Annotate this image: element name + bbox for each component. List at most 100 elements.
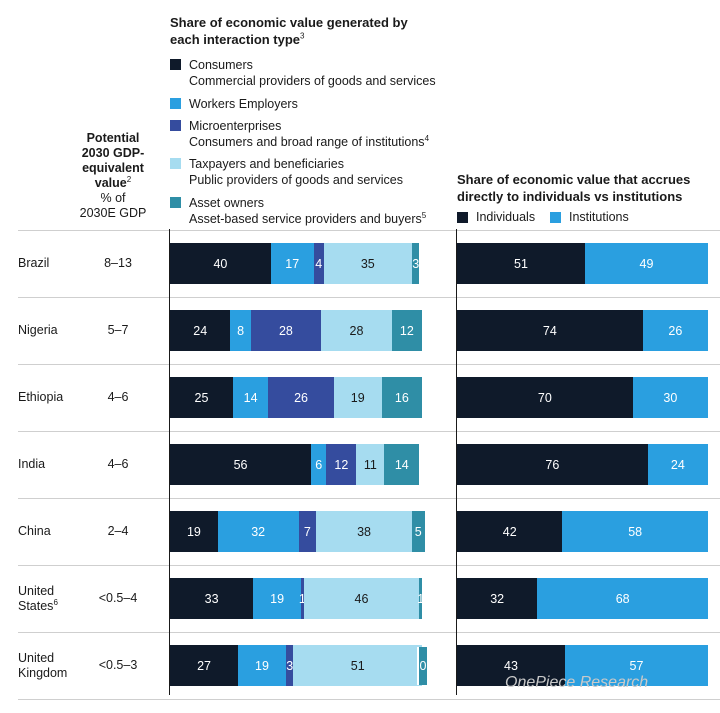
bar-value-label: 46 — [354, 591, 369, 606]
bar-segment-asset: 1 — [417, 578, 425, 619]
share-value-label: 76 — [545, 457, 560, 472]
individuals-swatch — [457, 211, 468, 223]
legend-item-asset: Asset owners Asset-based service provider… — [170, 195, 426, 227]
country-label: China — [18, 523, 51, 538]
bar-value-label: 1 — [417, 591, 425, 606]
bar-segment-workers: 19 — [253, 578, 302, 619]
gdp-header-line4: value2 — [60, 174, 166, 191]
right-legend-individuals: Individuals — [457, 210, 535, 224]
bar-segment-taxpayers: 35 — [323, 243, 412, 284]
share-value-label: 24 — [670, 457, 685, 472]
bar-value-label: 33 — [204, 591, 219, 606]
bar-value-label: 27 — [197, 658, 211, 673]
legend-swatch-micro — [170, 120, 181, 131]
gdp-range-value: 4–6 — [107, 389, 129, 404]
watermark-text: OnePiece Research — [505, 674, 649, 691]
bar-value-label: 6 — [315, 457, 323, 472]
left-title-line2-text: each interaction type — [170, 32, 301, 47]
bar-value-label: 32 — [251, 524, 266, 539]
bar-value-label: 3 — [286, 658, 294, 673]
legend-swatch-consumers — [170, 59, 181, 70]
share-value-label: 70 — [537, 390, 552, 405]
row-separator — [18, 565, 720, 566]
country-label-line1: United — [18, 583, 55, 598]
bar-segment-workers: 6 — [311, 444, 327, 485]
gdp-range-value: 2–4 — [107, 523, 129, 538]
gdp-header-line1: Potential — [86, 131, 140, 145]
share-segment-institutions: 30 — [632, 377, 708, 418]
gdp-header-line6: 2030E GDP — [79, 206, 147, 220]
bar-segment-workers: 32 — [217, 511, 299, 552]
legend-sublabel-micro: Consumers and broad range of institution… — [189, 134, 429, 150]
share-segment-institutions: 68 — [537, 578, 708, 619]
institutions-label: Institutions — [569, 210, 629, 224]
bar-segment-consumers: 25 — [170, 377, 233, 418]
share-segment-individuals: 32 — [457, 578, 538, 619]
bar-value-label: 19 — [270, 591, 285, 606]
bar-segment-consumers: 27 — [170, 645, 239, 686]
bar-segment-micro: 4 — [313, 243, 324, 284]
bar-value-label: 25 — [194, 390, 209, 405]
bar-value-label: 3 — [412, 256, 420, 271]
bar-value-label: 1 — [298, 591, 306, 606]
bar-value-label: 17 — [285, 256, 300, 271]
legend-text-taxpayers: Taxpayers and beneficiaries Public provid… — [189, 156, 403, 188]
legend-sublabel-asset: Asset-based service providers and buyers… — [189, 211, 426, 227]
bar-value-label: 4 — [315, 256, 323, 271]
share-value-label: 51 — [514, 256, 528, 271]
bar-value-label: 8 — [237, 323, 245, 338]
right-title-line1: Share of economic value that accrues — [457, 172, 691, 187]
country-label: United Kingdom — [18, 651, 67, 681]
bar-value-label: 40 — [213, 256, 228, 271]
bar-value-label: 28 — [349, 323, 364, 338]
bar-segment-workers: 8 — [230, 310, 251, 351]
legend-label-micro: Microenterprises — [189, 119, 282, 133]
bar-value-label: 0 — [416, 646, 428, 685]
bar-value-label: 35 — [360, 256, 375, 271]
bar-segment-micro: 1 — [298, 578, 306, 619]
bar-segment-micro: 7 — [298, 511, 317, 552]
row-separator — [18, 699, 720, 700]
bar-segment-asset: 3 — [411, 243, 420, 284]
row-separator — [18, 364, 720, 365]
left-chart-axis — [169, 229, 170, 695]
bar-value-label: 5 — [414, 524, 422, 539]
row-separator — [18, 498, 720, 499]
bar-value-label: 19 — [186, 524, 201, 539]
bar-value-label: 16 — [394, 390, 409, 405]
bar-segment-micro: 12 — [326, 444, 357, 485]
right-chart-title: Share of economic value that accrues dir… — [457, 171, 690, 205]
legend-text-consumers: Consumers Commercial providers of goods a… — [189, 57, 436, 89]
row-separator — [18, 632, 720, 633]
country-label-line2: Kingdom — [18, 665, 68, 680]
bar-segment-consumers: 24 — [170, 310, 231, 351]
bar-value-label: 19 — [350, 390, 365, 405]
share-segment-individuals: 74 — [457, 310, 643, 351]
country-label-line2: States6 — [18, 597, 58, 613]
bar-segment-workers: 17 — [270, 243, 314, 284]
share-value-label: 49 — [639, 256, 654, 271]
gdp-header-footnote: 2 — [126, 174, 132, 184]
bar-segment-workers: 19 — [238, 645, 286, 686]
gdp-range-value: 4–6 — [107, 456, 129, 471]
gdp-header-line3: equivalent — [82, 161, 144, 175]
bar-segment-taxpayers: 51 — [293, 645, 422, 686]
country-label: Nigeria — [18, 322, 58, 337]
share-value-label: 74 — [542, 323, 557, 338]
bar-segment-taxpayers: 28 — [321, 310, 392, 351]
bar-value-label: 11 — [363, 457, 377, 472]
bar-segment-micro: 28 — [250, 310, 322, 351]
bar-value-label: 14 — [394, 457, 409, 472]
share-value-label: 26 — [668, 323, 683, 338]
legend-text-micro: Microenterprises Consumers and broad rang… — [189, 118, 429, 150]
bar-value-label: 19 — [255, 658, 269, 673]
left-title-line2: each interaction type3 — [170, 31, 408, 48]
bar-value-label: 26 — [294, 390, 308, 405]
share-value-label: 42 — [502, 524, 517, 539]
bar-segment-micro: 3 — [285, 645, 294, 686]
bar-segment-workers: 14 — [233, 377, 269, 418]
right-chart-axis — [456, 229, 457, 695]
country-label: India — [18, 456, 46, 471]
row-separator — [18, 431, 720, 432]
country-label: Ethiopia — [18, 389, 64, 404]
